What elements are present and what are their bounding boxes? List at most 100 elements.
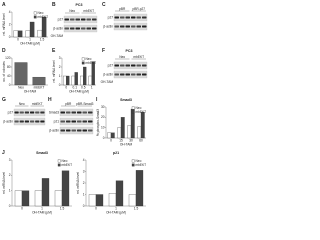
blot-band	[60, 129, 65, 132]
bar	[110, 132, 115, 139]
legend-label: mbEKT	[136, 163, 147, 167]
y-tick-label: 0	[103, 136, 105, 140]
blot-band	[114, 64, 119, 67]
x-tick-label: 60	[139, 138, 143, 142]
panel-letter: D	[2, 48, 6, 54]
row-label: Smad3	[49, 110, 59, 114]
blot-band	[75, 18, 80, 21]
y-axis-label: rel. mRNA level	[76, 172, 80, 194]
legend-swatch	[131, 159, 135, 163]
y-tick-label: 80	[7, 65, 11, 69]
blot-band	[136, 64, 141, 67]
y-tick-label: 2	[9, 173, 11, 177]
blot-band	[136, 25, 141, 28]
x-tick-label: 1.5	[134, 206, 139, 210]
bar	[61, 170, 70, 207]
row-label: p27	[108, 63, 114, 67]
panel-letter: A	[2, 2, 6, 8]
bar	[13, 30, 19, 38]
blot-band	[14, 120, 19, 123]
blot-band	[14, 111, 19, 114]
blot-band	[125, 25, 130, 28]
blot-band	[120, 73, 125, 76]
column-label: mbEKT	[32, 102, 43, 106]
legend-label: mbEKT	[136, 110, 147, 114]
x-tick-label: 0	[110, 138, 112, 142]
column-label: Neo	[119, 55, 125, 59]
y-axis-label: rel. mRNA level	[52, 60, 56, 82]
blot-band	[71, 120, 76, 123]
blot-band	[131, 73, 136, 76]
blot-band	[35, 111, 40, 114]
legend-label: Neo	[38, 11, 44, 15]
blot-band	[82, 111, 87, 114]
legend-label: Neo	[136, 106, 142, 110]
y-axis-label: rel. mRNA level	[2, 13, 6, 35]
column-label: pBR	[119, 7, 126, 11]
blot-band	[114, 25, 119, 28]
x-tick-label: 0	[21, 206, 23, 210]
row-label: β-actin	[103, 24, 113, 28]
blot-band	[40, 111, 45, 114]
blot-band	[40, 120, 45, 123]
row-label: β-actin	[49, 128, 59, 132]
bar	[128, 194, 137, 207]
row-label: β-actin	[103, 72, 113, 76]
blot-band	[24, 111, 29, 114]
blot-band	[86, 27, 91, 30]
y-tick-label: 0	[9, 83, 11, 87]
blot-strip	[59, 117, 94, 126]
bar	[74, 72, 78, 86]
blot-band	[120, 64, 125, 67]
bar	[137, 126, 142, 139]
page: {"panels": [ {"letter": "A", "type": "ba…	[1, 1, 148, 215]
legend-label: Neo	[62, 159, 68, 163]
blot-band	[92, 27, 97, 30]
blot-band	[70, 18, 75, 21]
blot-strip	[59, 108, 94, 117]
column-label: Neo	[19, 102, 25, 106]
blot-band	[142, 64, 147, 67]
legend-swatch	[131, 106, 135, 110]
blot-strip	[13, 108, 46, 117]
y-tick-label: 0	[9, 204, 11, 208]
x-tick-label: 1.5	[60, 206, 65, 210]
bar	[108, 193, 117, 207]
x-axis-label: OH-TAM	[24, 89, 37, 93]
blot-header: PC3	[126, 49, 133, 53]
blot-strip	[113, 13, 148, 22]
panel-title: Smad3	[120, 98, 132, 102]
blot-band	[125, 73, 130, 76]
legend-swatch	[33, 15, 37, 19]
blot-band	[136, 16, 141, 19]
y-axis-label: rel. mRNA level	[2, 172, 6, 194]
panel-letter: J	[2, 150, 5, 156]
bar	[25, 30, 31, 38]
bar	[88, 194, 97, 207]
blot-strip	[63, 24, 98, 33]
bar	[37, 29, 43, 38]
x-axis-label: OH-TAM (µM)	[20, 41, 40, 45]
bar	[14, 62, 28, 86]
bar	[41, 16, 47, 38]
x-axis-label: OH-TAM	[101, 80, 114, 84]
bar	[63, 75, 67, 86]
y-tick-label: 30	[101, 105, 105, 109]
bar	[34, 190, 43, 207]
panel-letter: E	[52, 48, 56, 54]
y-tick-label: 2	[9, 22, 11, 26]
blot-band	[86, 18, 91, 21]
y-tick-label: 3	[83, 169, 85, 173]
row-label: β-actin	[53, 26, 63, 30]
blot-band	[24, 120, 29, 123]
blot-band	[66, 111, 71, 114]
blot-band	[131, 25, 136, 28]
y-tick-label: 0	[9, 35, 11, 39]
row-label: p27	[108, 15, 114, 19]
blot-band	[30, 111, 35, 114]
bar	[54, 190, 63, 207]
blot-band	[88, 111, 93, 114]
legend-label: Neo	[86, 57, 92, 61]
bar	[135, 170, 144, 207]
y-tick-label: 0	[83, 204, 85, 208]
